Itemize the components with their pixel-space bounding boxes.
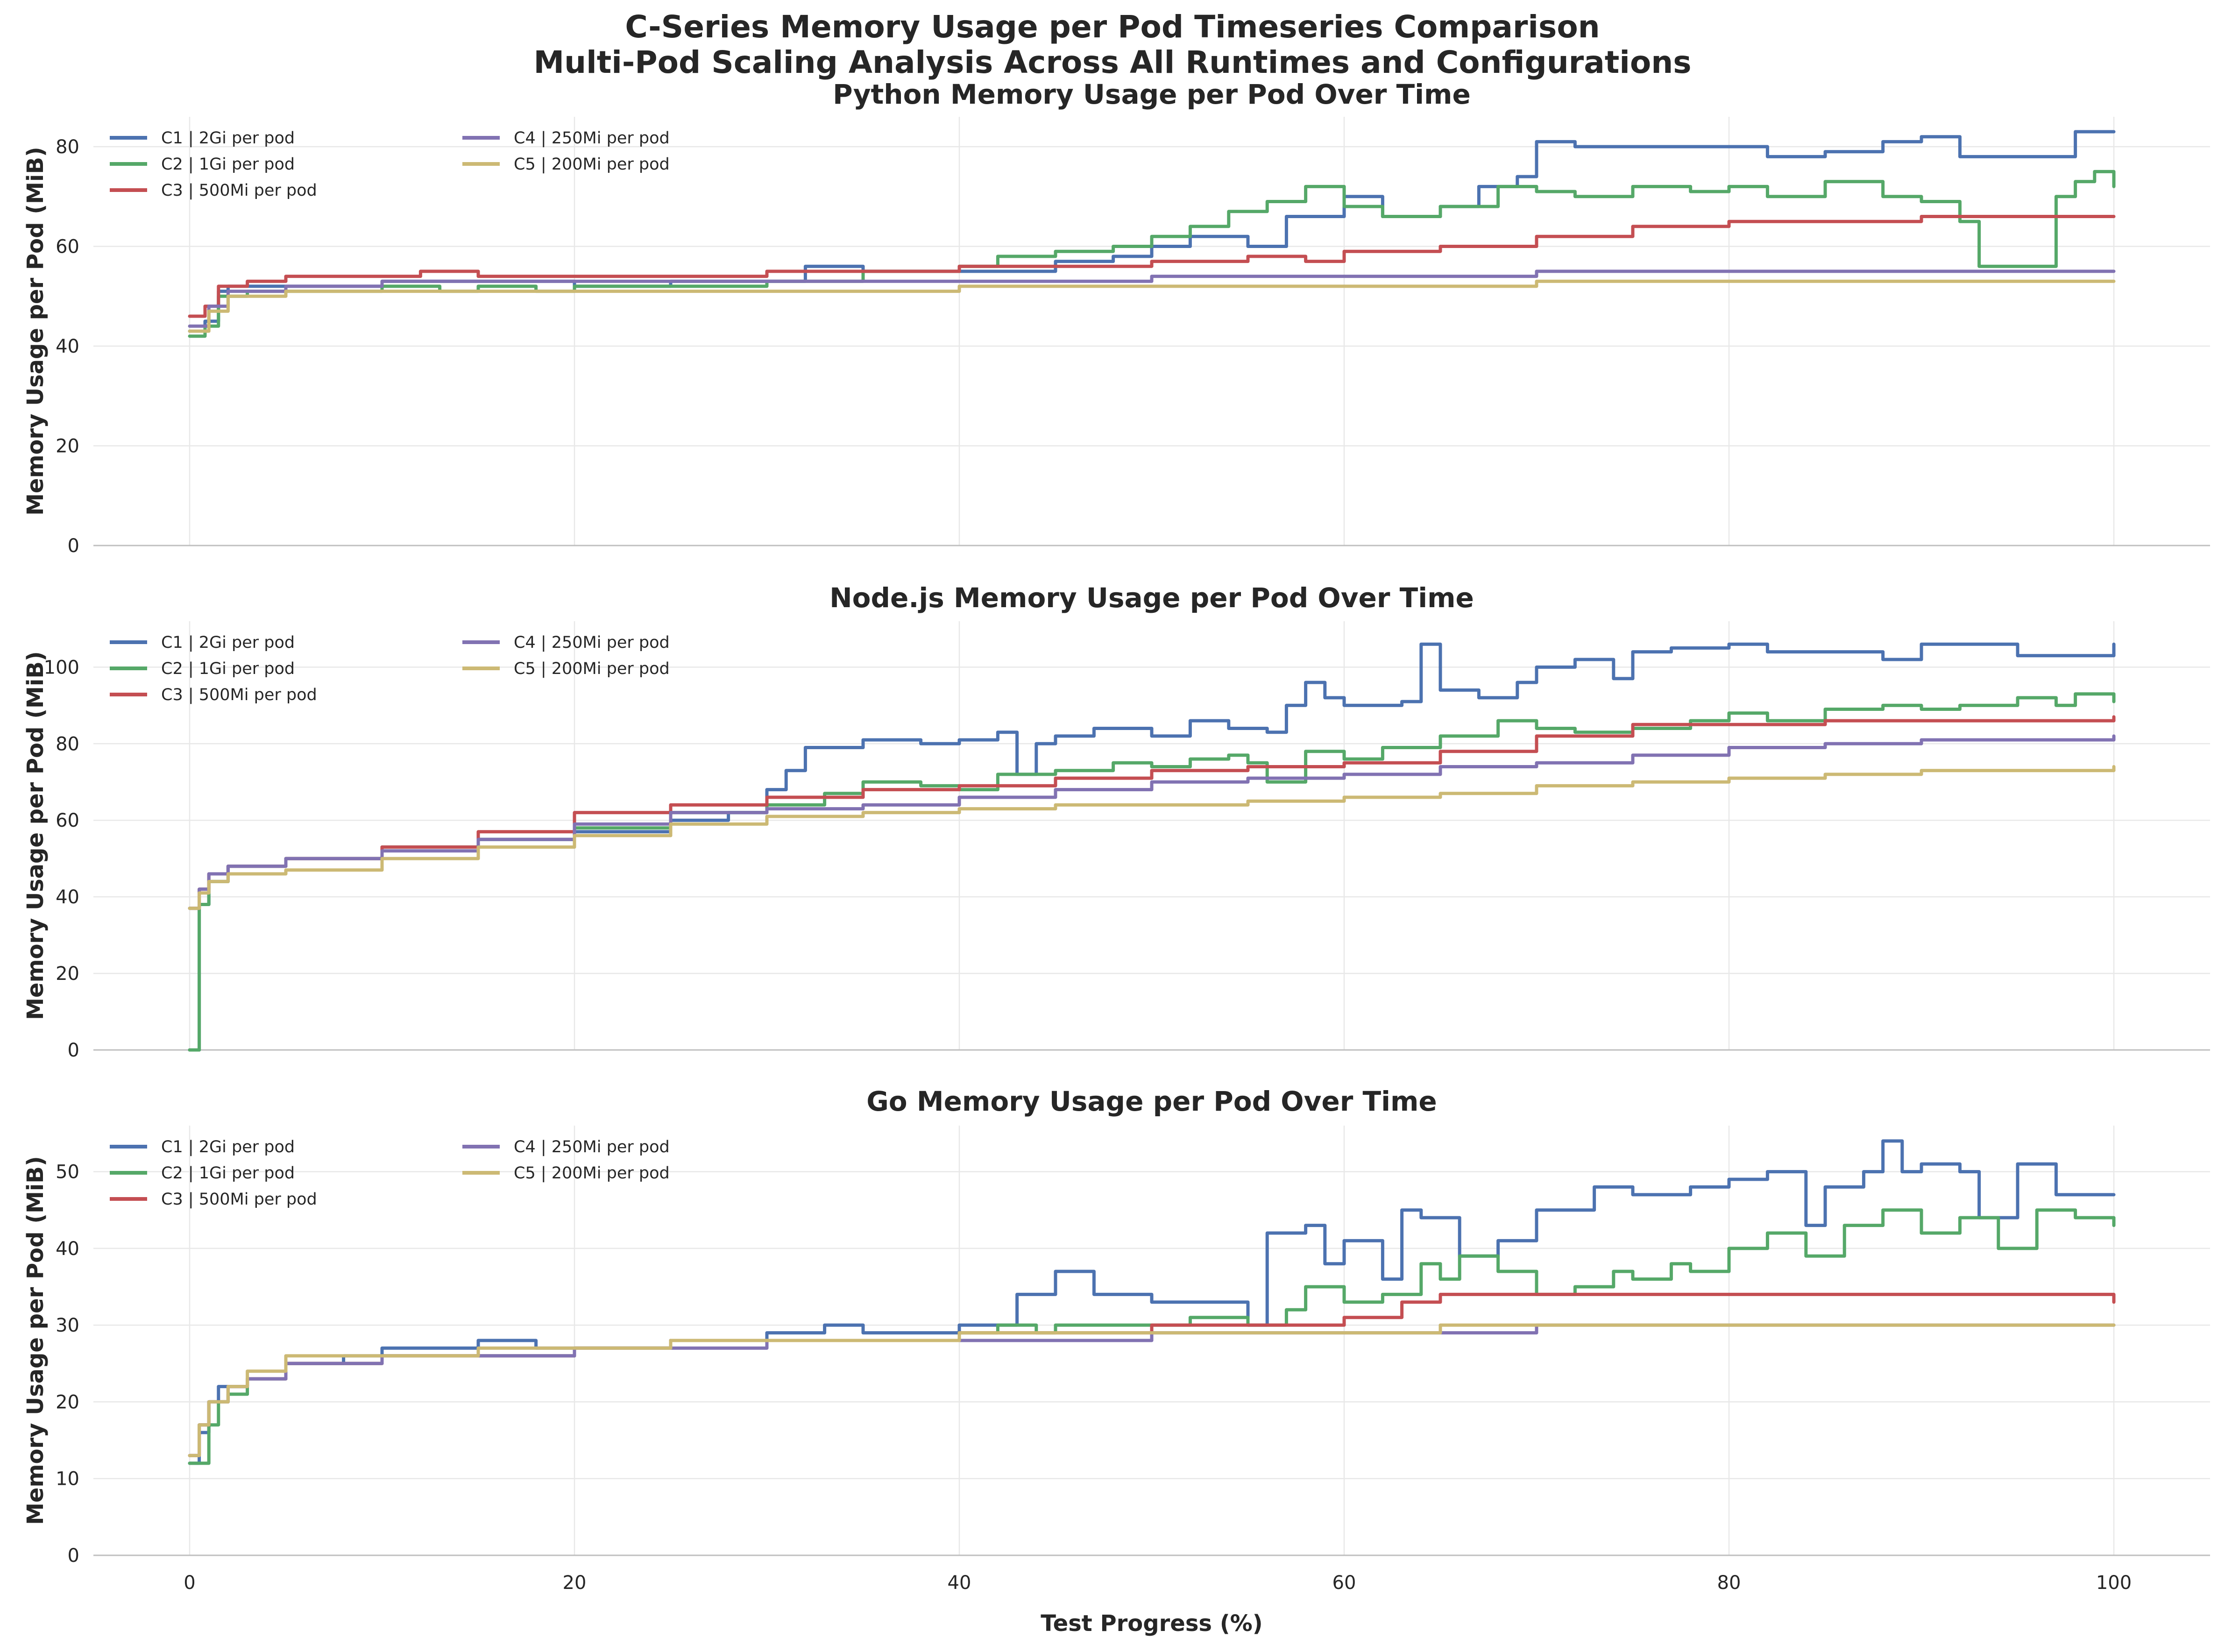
y-tick-label: 20 bbox=[56, 436, 79, 457]
y-tick-label: 60 bbox=[56, 810, 79, 831]
series-line-2 bbox=[188, 170, 2116, 338]
x-axis-label: Test Progress (%) bbox=[1041, 1610, 1262, 1637]
series-line-3 bbox=[188, 215, 2116, 318]
legend-label: C2 | 1Gi per pod bbox=[161, 155, 295, 174]
x-tick-label: 0 bbox=[184, 1572, 195, 1594]
y-tick-label: 0 bbox=[68, 1545, 79, 1567]
x-tick-label: 20 bbox=[563, 1572, 587, 1594]
panel-3: 0 10 20 30 40 50 0 20 40 60 80 100 Go Memory Usage p… bbox=[22, 1085, 2210, 1594]
x-tick-label: 80 bbox=[1717, 1572, 1741, 1594]
panel-title: Python Memory Usage per Pod Over Time bbox=[833, 78, 1471, 110]
legend: C1 | 2Gi per pod C2 | 1Gi per pod C3 | 500… bbox=[110, 633, 670, 704]
panels: 0 20 40 60 80 Python Memory Usage per Pod Ove… bbox=[22, 78, 2210, 1594]
legend-label: C4 | 250Mi per pod bbox=[514, 129, 670, 148]
series-line-5 bbox=[188, 765, 2116, 910]
series-line-5 bbox=[188, 1323, 2116, 1457]
y-tick-label: 60 bbox=[56, 236, 79, 258]
legend-label: C3 | 500Mi per pod bbox=[161, 181, 317, 200]
y-tick-label: 40 bbox=[56, 886, 79, 908]
y-tick-label: 20 bbox=[56, 1391, 79, 1413]
series-line-1 bbox=[188, 130, 2116, 333]
legend-label: C2 | 1Gi per pod bbox=[161, 1164, 295, 1183]
panel-title: Go Memory Usage per Pod Over Time bbox=[866, 1085, 1437, 1117]
series-line-5 bbox=[188, 279, 2116, 333]
y-tick-label: 100 bbox=[44, 657, 79, 678]
series-line-1 bbox=[188, 642, 2116, 1052]
legend-label: C1 | 2Gi per pod bbox=[161, 1138, 295, 1156]
legend-label: C4 | 250Mi per pod bbox=[514, 633, 670, 652]
panel-title: Node.js Memory Usage per Pod Over Time bbox=[829, 582, 1474, 614]
legend: C1 | 2Gi per pod C2 | 1Gi per pod C3 | 500… bbox=[110, 129, 670, 200]
legend-label: C5 | 200Mi per pod bbox=[514, 155, 670, 174]
legend-label: C4 | 250Mi per pod bbox=[514, 1138, 670, 1156]
panel-2: 0 20 40 60 80 100 Node.js Memory Usage per Pod… bbox=[22, 582, 2210, 1061]
y-tick-label: 10 bbox=[56, 1468, 79, 1490]
y-axis-label: Memory Usage per Pod (MiB) bbox=[22, 651, 49, 1020]
y-tick-label: 20 bbox=[56, 963, 79, 985]
y-tick-label: 80 bbox=[56, 136, 79, 158]
y-tick-label: 50 bbox=[56, 1162, 79, 1183]
legend-label: C3 | 500Mi per pod bbox=[161, 686, 317, 704]
legend-label: C2 | 1Gi per pod bbox=[161, 659, 295, 678]
y-axis-label: Memory Usage per Pod (MiB) bbox=[22, 1156, 49, 1525]
legend-label: C5 | 200Mi per pod bbox=[514, 659, 670, 678]
legend-label: C1 | 2Gi per pod bbox=[161, 129, 295, 148]
figure-title-line1: C-Series Memory Usage per Pod Timeseries… bbox=[625, 9, 1600, 45]
series-line-4 bbox=[188, 734, 2116, 910]
x-tick-label: 40 bbox=[948, 1572, 971, 1594]
series-line-1 bbox=[188, 1139, 2116, 1465]
y-tick-label: 40 bbox=[56, 1238, 79, 1260]
panel-1: 0 20 40 60 80 Python Memory Usage per Pod Ove… bbox=[22, 78, 2210, 557]
y-tick-label: 30 bbox=[56, 1315, 79, 1336]
y-axis-label: Memory Usage per Pod (MiB) bbox=[22, 147, 49, 516]
y-tick-label: 40 bbox=[56, 336, 79, 357]
series-line-3 bbox=[188, 1292, 2116, 1457]
x-tick-label: 100 bbox=[2096, 1572, 2132, 1594]
legend-label: C1 | 2Gi per pod bbox=[161, 633, 295, 652]
y-tick-label: 0 bbox=[68, 1040, 79, 1061]
x-tick-label: 60 bbox=[1332, 1572, 1356, 1594]
figure-title-line2: Multi-Pod Scaling Analysis Across All Ru… bbox=[533, 44, 1691, 80]
series-line-4 bbox=[188, 269, 2116, 328]
legend-label: C5 | 200Mi per pod bbox=[514, 1164, 670, 1183]
legend-label: C3 | 500Mi per pod bbox=[161, 1190, 317, 1209]
legend: C1 | 2Gi per pod C2 | 1Gi per pod C3 | 500… bbox=[110, 1138, 670, 1209]
y-tick-label: 0 bbox=[68, 535, 79, 557]
y-tick-label: 80 bbox=[56, 733, 79, 755]
